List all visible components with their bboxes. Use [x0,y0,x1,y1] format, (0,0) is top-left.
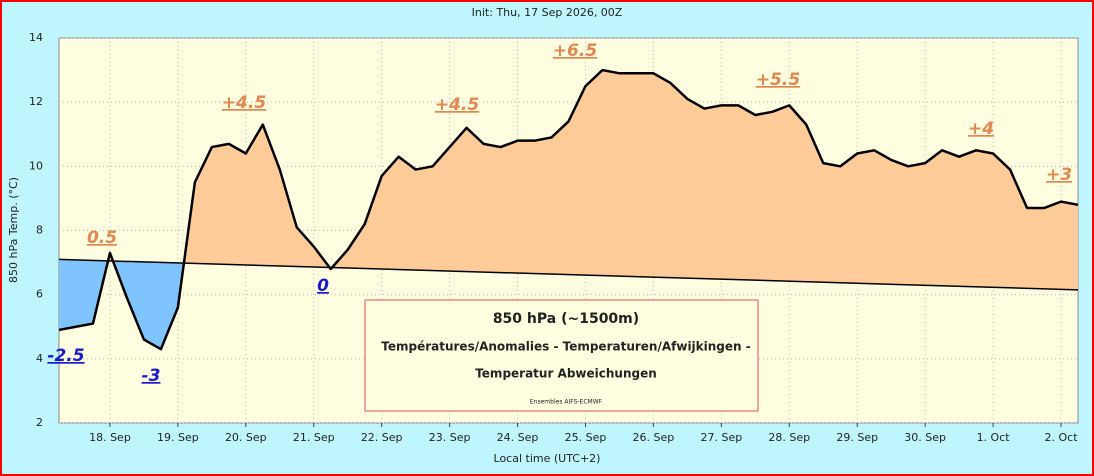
y-tick-label: 8 [36,224,43,237]
x-tick-label: 23. Sep [429,431,471,444]
annotation: +4.5 [222,93,266,113]
legend-text: Températures/Anomalies - Temperaturen/Af… [381,340,751,354]
x-axis-label: Local time (UTC+2) [494,452,601,465]
x-tick-label: 1. Oct [977,431,1011,444]
climatology-line [58,258,1079,291]
y-tick-label: 4 [36,352,43,365]
annotation: -2.5 [47,346,84,366]
x-tick-label: 20. Sep [225,431,267,444]
x-tick-label: 25. Sep [565,431,607,444]
annotation: +6.5 [553,41,597,61]
annotation: +4 [968,119,994,139]
y-tick-label: 14 [29,31,43,44]
x-tick-label: 24. Sep [497,431,539,444]
x-tick-label: 22. Sep [361,431,403,444]
x-tick-label: 29. Sep [836,431,878,444]
legend-text: Ensembles AIFS-ECMWF [530,399,603,406]
anomaly-above [59,70,1078,290]
legend-text: 850 hPa (~1500m) [493,311,639,327]
annotation: +3 [1046,165,1072,185]
x-tick-label: 21. Sep [293,431,335,444]
x-tick-label: 2. Oct [1045,431,1079,444]
y-tick-label: 10 [29,159,43,172]
y-tick-label: 2 [36,416,43,429]
annotation: -3 [142,366,161,386]
x-tick-label: 27. Sep [700,431,742,444]
annotation: +4.5 [435,95,479,115]
annotation: 0.5 [87,228,117,248]
x-tick-label: 18. Sep [89,431,131,444]
y-tick-label: 6 [36,288,43,301]
annotation: +5.5 [756,70,800,90]
temperature-line [58,68,1079,351]
y-tick-label: 12 [29,95,43,108]
legend-text: Temperatur Abweichungen [475,367,657,381]
x-tick-label: 19. Sep [157,431,199,444]
annotation: 0 [317,276,329,296]
x-tick-label: 28. Sep [768,431,810,444]
y-axis-label: 850 hPa Temp. (°C) [7,177,20,283]
x-tick-label: 30. Sep [904,431,946,444]
x-tick-label: 26. Sep [633,431,675,444]
chart-title: Init: Thu, 17 Sep 2026, 00Z [472,6,623,19]
legend-box [364,299,759,412]
